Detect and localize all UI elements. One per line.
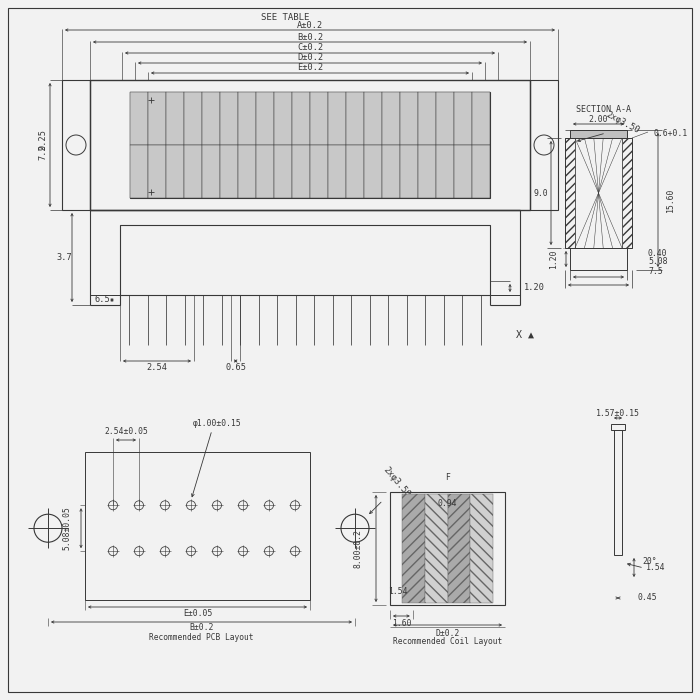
Text: 2.54: 2.54 bbox=[146, 363, 167, 372]
Bar bbox=[400, 146, 418, 197]
Text: φ1.00±0.15: φ1.00±0.15 bbox=[193, 419, 242, 428]
Bar bbox=[85, 452, 310, 600]
Text: E±0.2: E±0.2 bbox=[297, 64, 323, 73]
Bar bbox=[130, 146, 148, 197]
Bar bbox=[419, 92, 435, 145]
Text: 8.00±0.2: 8.00±0.2 bbox=[354, 529, 363, 568]
Text: 9.25: 9.25 bbox=[38, 129, 48, 150]
Text: D±0.2: D±0.2 bbox=[297, 53, 323, 62]
Bar bbox=[274, 92, 292, 145]
Bar bbox=[473, 92, 490, 145]
Text: SEE TABLE: SEE TABLE bbox=[261, 13, 309, 22]
Text: 1.54: 1.54 bbox=[389, 587, 407, 596]
Bar bbox=[256, 92, 274, 145]
Text: F: F bbox=[445, 473, 450, 482]
Bar bbox=[238, 92, 256, 145]
Text: 0.45: 0.45 bbox=[638, 594, 657, 603]
Bar bbox=[346, 92, 364, 145]
Text: 1.20: 1.20 bbox=[550, 249, 559, 269]
Bar bbox=[436, 146, 454, 197]
Bar bbox=[130, 92, 148, 145]
Bar bbox=[220, 92, 238, 145]
Text: 0.40: 0.40 bbox=[648, 248, 668, 258]
Text: C±0.2: C±0.2 bbox=[297, 43, 323, 52]
Text: 2.00: 2.00 bbox=[589, 116, 608, 125]
Bar bbox=[425, 494, 447, 603]
Bar bbox=[364, 146, 382, 197]
Bar bbox=[614, 430, 622, 555]
Bar bbox=[167, 92, 183, 145]
Text: B±0.2: B±0.2 bbox=[297, 32, 323, 41]
Text: B±0.2: B±0.2 bbox=[189, 624, 213, 633]
Text: 2xφ3.50: 2xφ3.50 bbox=[382, 466, 412, 499]
Bar bbox=[148, 92, 166, 145]
Text: 15.60: 15.60 bbox=[666, 188, 675, 212]
Bar bbox=[184, 92, 202, 145]
Bar bbox=[90, 80, 530, 210]
Bar bbox=[238, 146, 256, 197]
Bar bbox=[310, 146, 328, 197]
Text: 2.54±0.05: 2.54±0.05 bbox=[104, 428, 148, 437]
Text: 6.5: 6.5 bbox=[94, 295, 110, 304]
Text: A±0.2: A±0.2 bbox=[297, 20, 323, 29]
Bar bbox=[293, 92, 309, 145]
Text: 1.57±0.15: 1.57±0.15 bbox=[596, 409, 640, 417]
Bar bbox=[402, 494, 425, 603]
Bar bbox=[400, 92, 418, 145]
Bar bbox=[570, 248, 627, 270]
Text: Recommended Coil Layout: Recommended Coil Layout bbox=[393, 638, 502, 647]
Text: 1.20: 1.20 bbox=[524, 284, 545, 293]
Text: 1.60: 1.60 bbox=[391, 619, 411, 627]
Bar bbox=[274, 146, 292, 197]
Text: X ▲: X ▲ bbox=[516, 330, 534, 340]
Text: Recommended PCB Layout: Recommended PCB Layout bbox=[149, 634, 253, 643]
Text: 0.65: 0.65 bbox=[225, 363, 246, 372]
Text: D±0.2: D±0.2 bbox=[435, 629, 460, 638]
Bar bbox=[328, 92, 346, 145]
Bar bbox=[202, 146, 220, 197]
Bar bbox=[611, 424, 625, 430]
Bar bbox=[310, 92, 328, 145]
Bar bbox=[382, 92, 400, 145]
Text: 1.54: 1.54 bbox=[646, 563, 666, 572]
Bar bbox=[346, 146, 364, 197]
Text: 5.08±0.05: 5.08±0.05 bbox=[62, 506, 71, 550]
Bar bbox=[530, 80, 558, 210]
Bar bbox=[390, 492, 505, 605]
Bar bbox=[454, 92, 472, 145]
Bar bbox=[202, 92, 220, 145]
Bar bbox=[470, 494, 493, 603]
Text: 20°: 20° bbox=[643, 557, 657, 566]
Bar bbox=[575, 138, 622, 248]
Bar bbox=[622, 138, 632, 248]
Text: 7.5: 7.5 bbox=[648, 267, 663, 276]
Bar bbox=[364, 92, 382, 145]
Bar bbox=[220, 146, 238, 197]
Text: SECTION A-A: SECTION A-A bbox=[576, 106, 631, 115]
Text: 0.6+0.1: 0.6+0.1 bbox=[654, 130, 688, 139]
Bar bbox=[382, 146, 400, 197]
Bar bbox=[148, 146, 166, 197]
Text: E±0.05: E±0.05 bbox=[183, 610, 212, 619]
Text: 7.2: 7.2 bbox=[38, 144, 48, 160]
Bar bbox=[565, 138, 575, 248]
Text: 9.0: 9.0 bbox=[533, 188, 548, 197]
Bar bbox=[447, 494, 470, 603]
Bar bbox=[62, 80, 90, 210]
Text: 0.94: 0.94 bbox=[438, 500, 457, 508]
Bar bbox=[130, 92, 490, 198]
Bar bbox=[328, 146, 346, 197]
Bar bbox=[256, 146, 274, 197]
Text: 5.08: 5.08 bbox=[648, 258, 668, 267]
Text: 2xφ3.50: 2xφ3.50 bbox=[605, 111, 641, 136]
Bar bbox=[436, 92, 454, 145]
Bar bbox=[454, 146, 472, 197]
Bar bbox=[167, 146, 183, 197]
Bar bbox=[419, 146, 435, 197]
Bar bbox=[184, 146, 202, 197]
Text: 3.7: 3.7 bbox=[56, 253, 72, 262]
Bar bbox=[473, 146, 490, 197]
Bar bbox=[570, 130, 627, 138]
Bar bbox=[293, 146, 309, 197]
